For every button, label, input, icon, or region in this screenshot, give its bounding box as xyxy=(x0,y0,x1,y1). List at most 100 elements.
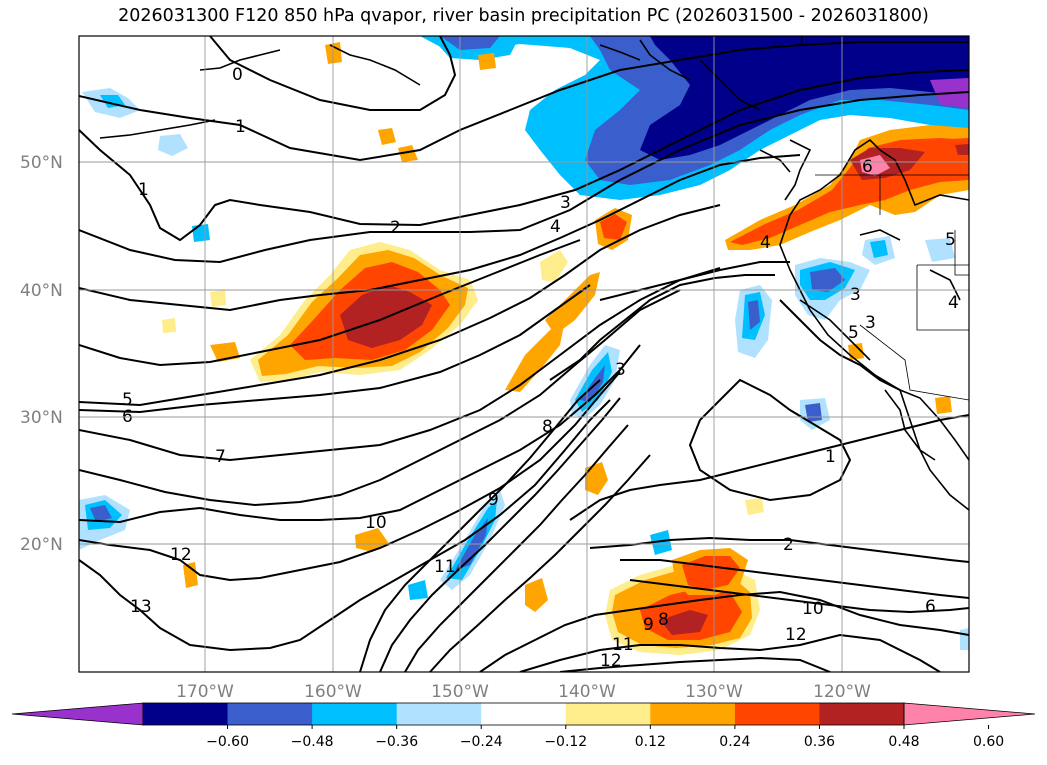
lat-label: 50°N xyxy=(20,153,63,173)
colorbar-segments xyxy=(11,702,1036,726)
contour-label: 12 xyxy=(785,625,807,645)
contour-label: 6 xyxy=(925,597,936,617)
colorbar-segment xyxy=(227,703,313,725)
contour-label: 8 xyxy=(542,417,553,437)
lon-labels: 170°W 160°W 150°W 140°W 130°W 120°W xyxy=(176,682,871,702)
contour-line xyxy=(79,289,681,507)
lat-labels: 50°N 40°N 30°N 20°N xyxy=(20,153,63,555)
lon-label: 150°W xyxy=(431,682,489,702)
contour-label: 1 xyxy=(138,180,149,200)
contour-label: 1 xyxy=(796,31,807,51)
contour-line xyxy=(429,454,651,672)
contour-label: 7 xyxy=(215,447,226,467)
colorbar-extend-low xyxy=(11,702,144,726)
lon-label: 140°W xyxy=(558,682,616,702)
contour-line xyxy=(79,344,641,524)
contour-label: 3 xyxy=(850,285,861,305)
contour-line xyxy=(209,36,457,111)
contour-label: 11 xyxy=(612,635,634,655)
coastlines xyxy=(99,39,969,511)
contour-label: 5 xyxy=(848,323,859,343)
colorbar-ticks: −0.60 −0.48 −0.36 −0.24 −0.12 0.12 0.24 0.36 0.4… xyxy=(206,725,1004,750)
contour-line xyxy=(519,633,941,672)
contour-label: 3 xyxy=(865,313,876,333)
contour-line xyxy=(79,69,969,242)
contour-label: 4 xyxy=(760,233,771,253)
contour-label: 9 xyxy=(643,615,654,635)
contour-label: 6 xyxy=(862,157,873,177)
contour-line xyxy=(79,239,581,367)
colorbar-extend-high xyxy=(903,702,1036,726)
colorbar-tick-label: −0.24 xyxy=(460,734,503,750)
contour-line xyxy=(79,267,721,462)
contour-line xyxy=(79,41,969,162)
contour-line xyxy=(479,590,969,672)
contour-line xyxy=(629,579,969,614)
lon-label: 120°W xyxy=(813,682,871,702)
colorbar-tick-label: −0.12 xyxy=(544,734,587,750)
negative-shade-nw-blob-2 xyxy=(440,36,500,50)
colorbar-segment xyxy=(650,703,736,725)
colorbar-segment xyxy=(734,703,820,725)
colorbar-segment xyxy=(143,703,229,725)
gridlines xyxy=(79,36,969,672)
lon-label: 160°W xyxy=(304,682,362,702)
contour-label: 13 xyxy=(130,597,152,617)
lat-label: 20°N xyxy=(20,535,63,555)
contour-label: 4 xyxy=(948,293,959,313)
colorbar-segment xyxy=(312,703,398,725)
contour-line xyxy=(79,371,621,582)
contour-line xyxy=(79,91,969,264)
contour-label: 1 xyxy=(825,447,836,467)
colorbar-tick-label: 0.36 xyxy=(804,734,835,750)
contour-line xyxy=(79,204,721,407)
contour-label: 3 xyxy=(560,193,571,213)
lat-label: 30°N xyxy=(20,408,63,428)
colorbar-tick-label: −0.48 xyxy=(291,734,334,750)
map-title: 2026031300 F120 850 hPa qvapor, river ba… xyxy=(118,6,929,26)
contour-label: 3 xyxy=(615,360,626,380)
contour-label: 2 xyxy=(783,535,794,555)
contour-label: 0 xyxy=(232,65,243,85)
contour-label: 5 xyxy=(945,230,956,250)
negative-shade-north-3 xyxy=(640,36,969,160)
plot-border xyxy=(78,35,970,673)
qvapor-contours xyxy=(79,36,969,672)
colorbar-tick-label: 0.48 xyxy=(888,734,919,750)
colorbar-tick-label: 0.60 xyxy=(973,734,1004,750)
lat-label: 40°N xyxy=(20,281,63,301)
contour-label: 4 xyxy=(550,217,561,237)
contour-line xyxy=(688,378,852,502)
contour-line xyxy=(379,397,621,672)
precip-shading xyxy=(79,36,969,655)
contour-line xyxy=(559,656,831,672)
contour-label: 10 xyxy=(365,513,387,533)
contour-line xyxy=(620,559,969,599)
contour-label: 2 xyxy=(390,218,401,238)
contour-line xyxy=(359,379,601,672)
contour-line xyxy=(79,154,801,312)
contour-labels: 0 1 1 2 3 4 5 6 7 8 9 10 11 12 13 1 2 3 … xyxy=(122,31,959,671)
contour-line xyxy=(404,424,629,672)
contour-line xyxy=(569,414,969,521)
contour-label: 5 xyxy=(122,390,133,410)
lon-label: 130°W xyxy=(685,682,743,702)
lon-label: 170°W xyxy=(176,682,234,702)
colorbar-tick-label: −0.36 xyxy=(375,734,418,750)
contour-line xyxy=(79,399,611,652)
colorbar-outline xyxy=(142,702,905,726)
contour-label: 9 xyxy=(488,490,499,510)
contour-label: 12 xyxy=(600,651,622,671)
contour-label: 11 xyxy=(434,557,456,577)
colorbar-segment xyxy=(396,703,482,725)
contour-line xyxy=(589,536,969,563)
contour-label: 12 xyxy=(170,545,192,565)
colorbar-tick-label: 0.12 xyxy=(635,734,666,750)
colorbar-tick-label: −0.60 xyxy=(206,734,249,750)
contour-line xyxy=(599,261,790,301)
colorbar-tick-label: 0.24 xyxy=(719,734,750,750)
contour-label: 8 xyxy=(658,610,669,630)
colorbar-segment xyxy=(819,703,905,725)
colorbar-segment xyxy=(481,703,567,725)
